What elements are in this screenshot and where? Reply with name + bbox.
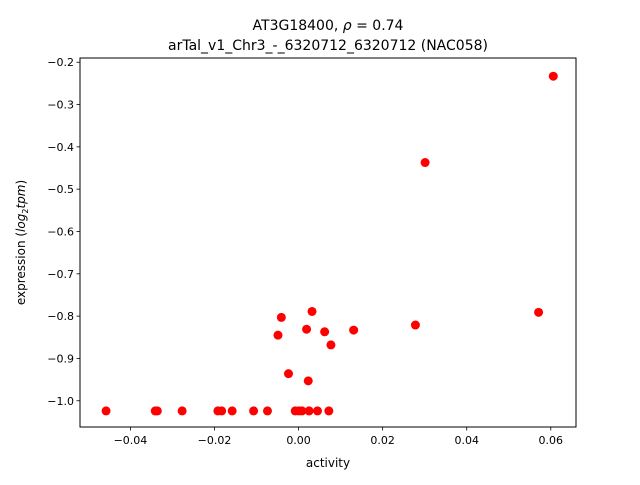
data-point xyxy=(410,320,420,330)
data-point xyxy=(302,324,312,334)
data-point xyxy=(349,325,359,335)
x-axis-ticks: −0.04 −0.02 0.00 0.02 0.04 0.06 xyxy=(114,427,563,447)
y-tick-label: −0.9 xyxy=(47,352,74,365)
chart-title-line2: arTal_v1_Chr3_-_6320712_6320712 (NAC058) xyxy=(168,38,488,54)
data-point xyxy=(548,71,558,81)
plot-area-frame xyxy=(79,57,577,428)
data-point xyxy=(276,312,286,322)
data-point xyxy=(283,369,293,379)
data-point xyxy=(297,406,307,416)
x-tick-label: 0.04 xyxy=(454,434,479,447)
data-point xyxy=(534,307,544,317)
x-tick-label: −0.04 xyxy=(114,434,148,447)
data-point xyxy=(326,340,336,350)
data-point xyxy=(177,406,187,416)
data-point xyxy=(217,406,227,416)
data-point xyxy=(249,406,259,416)
y-tick-label: −0.3 xyxy=(47,99,74,112)
y-axis-ticks: −1.0 −0.9 −0.8 −0.7 −0.6 −0.5 −0.4 −0.3 −0.2 xyxy=(47,56,80,408)
y-axis-label: expression (log2tpm) xyxy=(14,180,30,305)
y-tick-label: −0.5 xyxy=(47,183,74,196)
y-tick-label: −0.6 xyxy=(47,225,74,238)
data-point xyxy=(262,406,272,416)
data-point xyxy=(304,406,314,416)
x-tick-label: 0.00 xyxy=(286,434,311,447)
data-point xyxy=(227,406,237,416)
y-tick-label: −0.7 xyxy=(47,268,74,281)
chart-title-line1: AT3G18400, ρ = 0.74 xyxy=(253,18,404,34)
data-point xyxy=(420,158,430,168)
x-tick-label: 0.06 xyxy=(539,434,564,447)
y-tick-label: −0.8 xyxy=(47,310,74,323)
data-point xyxy=(312,406,322,416)
data-points xyxy=(101,71,558,416)
data-point xyxy=(324,406,334,416)
data-point xyxy=(273,330,283,340)
y-tick-label: −0.4 xyxy=(47,141,74,154)
x-tick-label: 0.02 xyxy=(370,434,395,447)
x-axis-label: activity xyxy=(306,456,350,470)
data-point xyxy=(320,327,330,337)
y-tick-label: −0.2 xyxy=(47,56,74,69)
x-tick-label: −0.02 xyxy=(198,434,232,447)
data-point xyxy=(303,376,313,386)
data-point xyxy=(101,406,111,416)
data-point xyxy=(307,306,317,316)
data-point xyxy=(152,406,162,416)
y-tick-label: −1.0 xyxy=(47,395,74,408)
